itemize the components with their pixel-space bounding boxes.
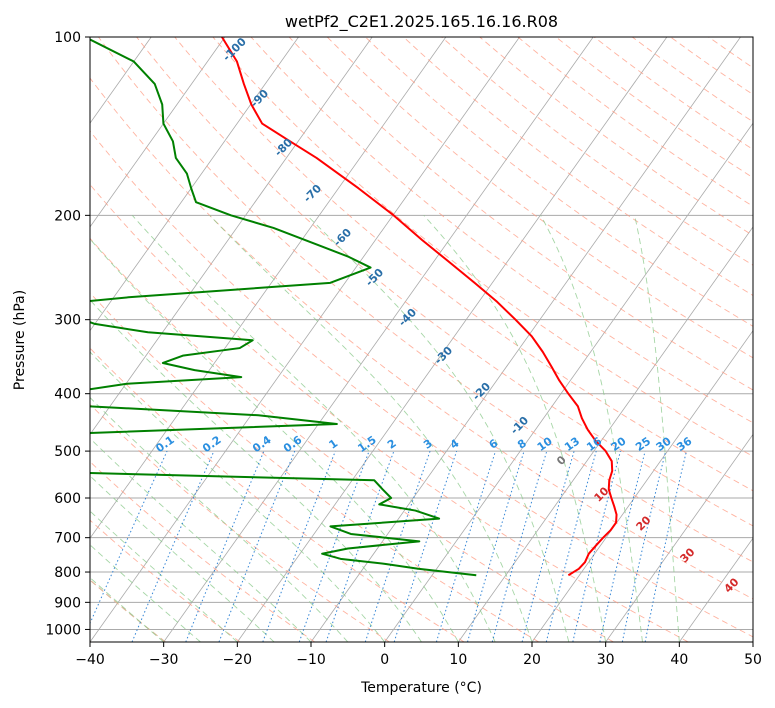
dry-adiabat-line bbox=[136, 37, 753, 527]
y-tick-label: 100 bbox=[54, 30, 81, 46]
isotherm-line bbox=[90, 37, 226, 228]
y-tick-label: 600 bbox=[54, 491, 81, 507]
dry-adiabat-line bbox=[365, 37, 753, 327]
dewpoint-profile-line bbox=[90, 38, 477, 577]
moist-adiabat-line bbox=[423, 215, 607, 642]
moist-adiabat-line bbox=[634, 215, 680, 642]
y-tick-label: 900 bbox=[54, 595, 81, 611]
y-tick-label: 400 bbox=[54, 387, 81, 403]
x-tick-label: 20 bbox=[523, 652, 541, 668]
grid-layer bbox=[90, 37, 753, 642]
y-tick-label: 700 bbox=[54, 531, 81, 547]
dry-adiabat-line bbox=[90, 403, 390, 642]
isotherm-line bbox=[237, 37, 668, 642]
tick-layer: −40 −30 −20 −10 0 10 20 30 40 50 100 200 300 400 500 60… bbox=[45, 30, 762, 668]
isotherm-line bbox=[605, 433, 753, 642]
y-tick-label: 1000 bbox=[45, 622, 81, 638]
moist-adiabat-line bbox=[90, 351, 386, 642]
dry-adiabat-line bbox=[90, 292, 540, 642]
moist-adiabat-line bbox=[306, 215, 570, 642]
mixing-ratio-line bbox=[467, 450, 525, 642]
y-tick-label: 300 bbox=[54, 313, 81, 329]
mixing-ratio-line bbox=[393, 450, 458, 642]
moist-adiabat-line bbox=[90, 475, 275, 642]
dry-adiabat-line bbox=[90, 347, 465, 642]
mixing-ratio-line bbox=[621, 450, 667, 642]
moist-adiabat-line bbox=[540, 215, 643, 642]
x-tick-label: 0 bbox=[380, 652, 389, 668]
y-axis-label: Pressure (hPa) bbox=[12, 290, 28, 390]
mixing-ratio-line bbox=[491, 450, 548, 642]
isotherm-line bbox=[90, 37, 373, 436]
mixing-ratio-line bbox=[572, 450, 621, 642]
x-tick-label: −30 bbox=[149, 652, 179, 668]
mixing-ratio-line bbox=[644, 450, 687, 642]
isotherm-line bbox=[458, 226, 753, 642]
dry-adiabat-line bbox=[250, 37, 753, 424]
mixing-ratio-line bbox=[298, 450, 370, 642]
plot-frame bbox=[89, 36, 754, 643]
temperature-profile-line bbox=[221, 37, 618, 577]
isotherm-line bbox=[531, 330, 753, 642]
dry-adiabat-line bbox=[403, 37, 753, 296]
chart-title: wetPf2_C2E1.2025.165.16.16.R08 bbox=[285, 12, 558, 32]
moist-adiabat-line bbox=[90, 238, 459, 642]
dry-adiabat-line bbox=[90, 237, 614, 642]
mixing-ratio-line bbox=[435, 450, 497, 642]
x-tick-label: 40 bbox=[670, 652, 688, 668]
isotherm-line bbox=[384, 122, 753, 642]
isotherm-line bbox=[310, 37, 741, 642]
dry-adiabat-line bbox=[479, 37, 753, 237]
x-axis-label: Temperature (°C) bbox=[360, 680, 482, 696]
dry-adiabat-line bbox=[174, 37, 753, 492]
moist-adiabat-line bbox=[90, 396, 349, 642]
y-tick-label: 500 bbox=[54, 444, 81, 460]
dry-adiabat-line bbox=[441, 37, 753, 266]
x-tick-label: 30 bbox=[597, 652, 615, 668]
dry-adiabat-line bbox=[90, 77, 753, 600]
mixing-ratio-line bbox=[131, 450, 215, 642]
dry-adiabat-line bbox=[212, 37, 753, 457]
dry-adiabat-line bbox=[90, 519, 241, 642]
moist-adiabat-line bbox=[131, 215, 496, 642]
isotherm-line bbox=[679, 537, 753, 642]
mixing-ratio-line bbox=[90, 450, 168, 625]
x-tick-label: −10 bbox=[296, 652, 326, 668]
moist-adiabat-line bbox=[90, 437, 312, 642]
x-tick-label: −40 bbox=[75, 652, 105, 668]
dry-adiabat-line bbox=[98, 37, 753, 563]
x-tick-label: −20 bbox=[223, 652, 253, 668]
mixing-ratio-line bbox=[599, 450, 646, 642]
x-tick-label: 50 bbox=[744, 652, 762, 668]
isotherm-line bbox=[90, 37, 299, 332]
x-tick-label: 10 bbox=[449, 652, 467, 668]
mixing-ratio-line bbox=[521, 450, 575, 642]
mixing-ratio-line bbox=[545, 450, 597, 642]
moist-adiabat-line bbox=[209, 215, 533, 642]
moist-adiabat-line bbox=[90, 299, 422, 642]
series-layer bbox=[90, 37, 618, 577]
y-tick-label: 200 bbox=[54, 208, 81, 224]
dry-adiabat-line bbox=[90, 130, 753, 638]
mixing-ratio-line bbox=[364, 450, 431, 642]
y-tick-label: 800 bbox=[54, 565, 81, 581]
